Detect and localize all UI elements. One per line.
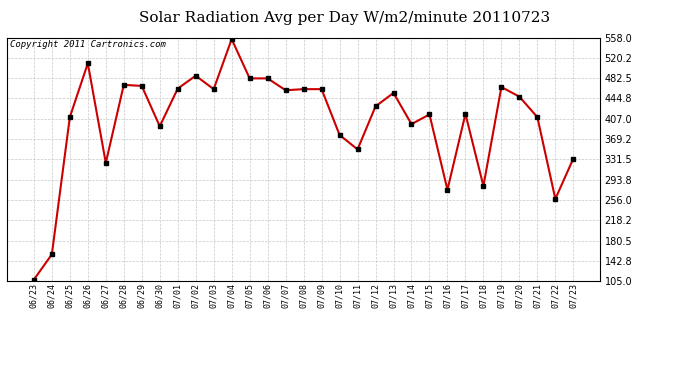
Text: Copyright 2011 Cartronics.com: Copyright 2011 Cartronics.com xyxy=(10,40,166,49)
Text: Solar Radiation Avg per Day W/m2/minute 20110723: Solar Radiation Avg per Day W/m2/minute … xyxy=(139,11,551,25)
